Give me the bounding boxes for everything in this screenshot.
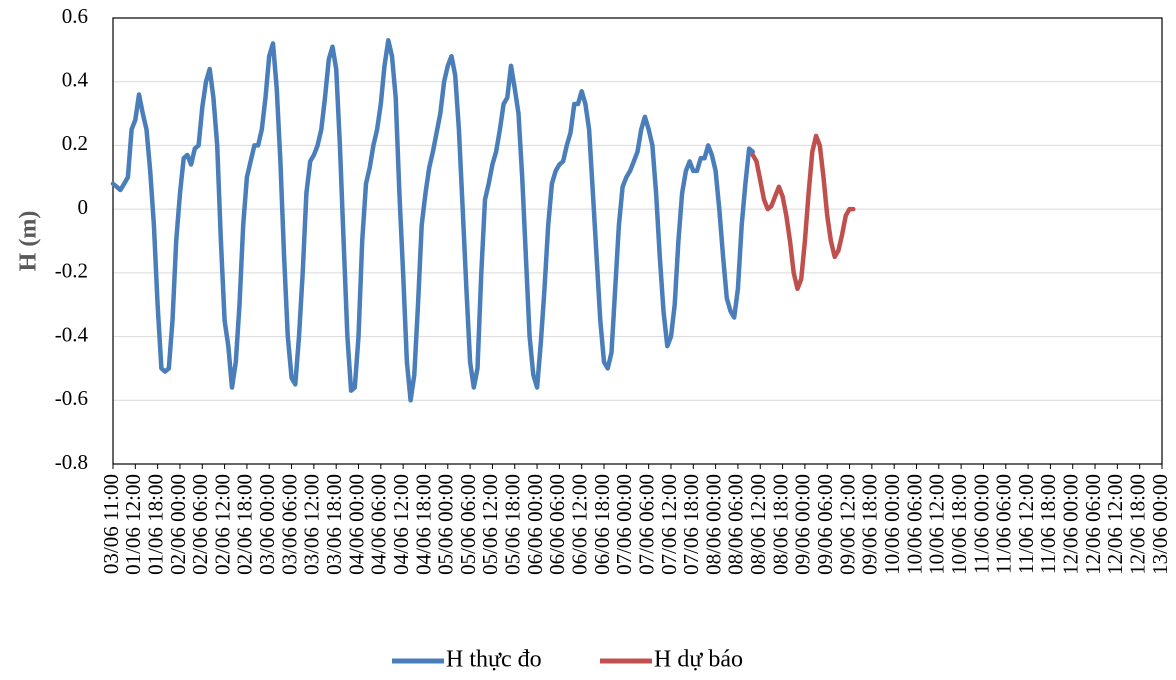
y-tick-label: -0.4 [55,322,89,346]
x-tick-label: 11/06 00:00 [969,474,993,574]
y-tick-label: 0.2 [62,131,88,155]
x-tick-label: 03/06 00:00 [255,474,279,575]
x-tick-label: 03/06 18:00 [322,474,346,575]
x-tick-label: 11/06 18:00 [1036,474,1060,574]
legend-label: H thực đo [446,647,542,673]
x-tick-label: 03/06 11:00 [99,474,123,574]
x-tick-label: 11/06 12:00 [1014,474,1038,574]
x-tick-label: 09/06 12:00 [835,474,859,575]
x-tick-label: 11/06 06:00 [992,474,1016,574]
x-tick-label: 02/06 06:00 [188,474,212,575]
x-tick-label: 09/06 06:00 [813,474,837,575]
legend-label: H dự báo [654,647,743,673]
legend: H thực đo H dự báo [392,647,743,673]
x-tick-label: 06/06 18:00 [590,474,614,575]
x-tick-label: 12/06 18:00 [1125,474,1149,575]
x-tick-label: 07/06 12:00 [657,474,681,575]
y-tick-label: 0.6 [62,4,88,28]
series-line-1 [110,38,756,403]
x-tick-label: 10/06 00:00 [880,474,904,575]
x-tick-label: 06/06 00:00 [523,474,547,575]
x-tick-label: 10/06 06:00 [902,474,926,575]
gridlines [113,81,1162,401]
x-tick-label: 05/06 00:00 [434,474,458,575]
x-tick-label: 04/06 00:00 [344,474,368,575]
x-tick-label: 12/06 06:00 [1081,474,1105,575]
x-tick-label: 13/06 00:00 [1148,474,1172,575]
x-tick-label: 03/06 12:00 [300,474,324,575]
x-tick-label: 09/06 18:00 [858,474,882,575]
x-tick-label: 08/06 18:00 [768,474,792,575]
y-tick-label: -0.2 [55,259,88,283]
x-tick-label: 09/06 00:00 [791,474,815,575]
x-tick-label: 04/06 06:00 [367,474,391,575]
x-tick-label: 01/06 18:00 [143,474,167,575]
y-tick-label: -0.6 [55,386,88,410]
x-tick-label: 02/06 18:00 [233,474,257,575]
plot-area-border [112,17,1163,465]
x-tick-label: 06/06 12:00 [568,474,592,575]
x-tick-label: 12/06 12:00 [1103,474,1127,575]
x-tick-label: 10/06 12:00 [925,474,949,575]
x-tick-label: 02/06 12:00 [210,474,234,575]
x-tick-label: 04/06 18:00 [411,474,435,575]
x-tick-label: 04/06 12:00 [389,474,413,575]
y-tick-label: 0.4 [62,68,89,92]
y-tick-label: -0.8 [55,450,88,474]
x-tick-label: 05/06 12:00 [478,474,502,575]
x-tick-label: 08/06 00:00 [701,474,725,575]
x-tick-label: 03/06 06:00 [277,474,301,575]
x-tick-label: 08/06 06:00 [724,474,748,575]
x-tick-label: 05/06 18:00 [501,474,525,575]
x-tick-label: 02/06 00:00 [166,474,190,575]
x-tick-label: 07/06 18:00 [679,474,703,575]
y-tick-labels: 0.6 0.4 0.2 0 -0.2 -0.4 -0.6 -0.8 [55,4,89,474]
series-lines [110,38,856,403]
x-tick-marks [112,464,1163,469]
x-tick-label: 01/06 12:00 [121,474,145,575]
y-tick-label: 0 [78,195,89,219]
x-tick-label: 08/06 12:00 [746,474,770,575]
x-tick-label: 06/06 06:00 [545,474,569,575]
x-tick-label: 12/06 00:00 [1059,474,1083,575]
x-tick-label: 10/06 18:00 [947,474,971,575]
x-tick-label: 07/06 06:00 [634,474,658,575]
x-tick-label: 07/06 00:00 [612,474,636,575]
x-tick-label: 05/06 06:00 [456,474,480,575]
y-axis-label: H (m) [16,211,42,272]
series-line-2 [750,133,856,292]
